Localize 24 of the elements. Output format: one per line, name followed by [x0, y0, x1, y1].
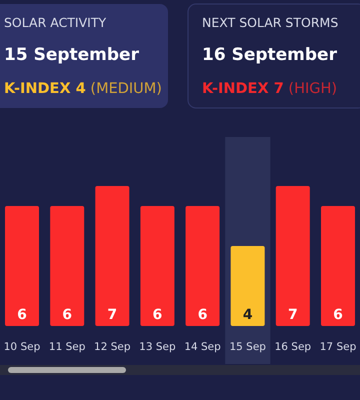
data-label: 7	[288, 307, 298, 323]
x-tick-label: 17 Sep	[320, 341, 357, 353]
text: (MEDIUM)	[86, 81, 162, 97]
text: NEXT SOLAR STORMS	[202, 15, 338, 30]
text: 15 September	[4, 45, 140, 65]
text: K-INDEX 7	[202, 81, 284, 97]
text: SOLAR ACTIVITY	[4, 15, 106, 30]
data-label: 6	[17, 307, 27, 323]
data-label: 6	[152, 307, 162, 323]
x-tick-label: 13 Sep	[139, 341, 176, 353]
text: (HIGH)	[284, 81, 338, 97]
text: 16 September	[202, 45, 338, 65]
data-label: 6	[198, 307, 208, 323]
x-tick-label: 14 Sep	[184, 341, 222, 353]
data-label: 6	[333, 307, 343, 323]
x-tick-label: 12 Sep	[94, 341, 131, 353]
text: K-INDEX 4	[4, 81, 86, 97]
x-tick-label: 10 Sep	[4, 341, 41, 353]
data-label: 6	[62, 307, 72, 323]
data-label: 7	[107, 307, 118, 323]
x-tick-label: 11 Sep	[48, 341, 86, 353]
x-tick-label: 15 Sep	[229, 341, 266, 353]
data-label: 4	[242, 307, 253, 323]
x-tick-label: 16 Sep	[274, 341, 312, 353]
